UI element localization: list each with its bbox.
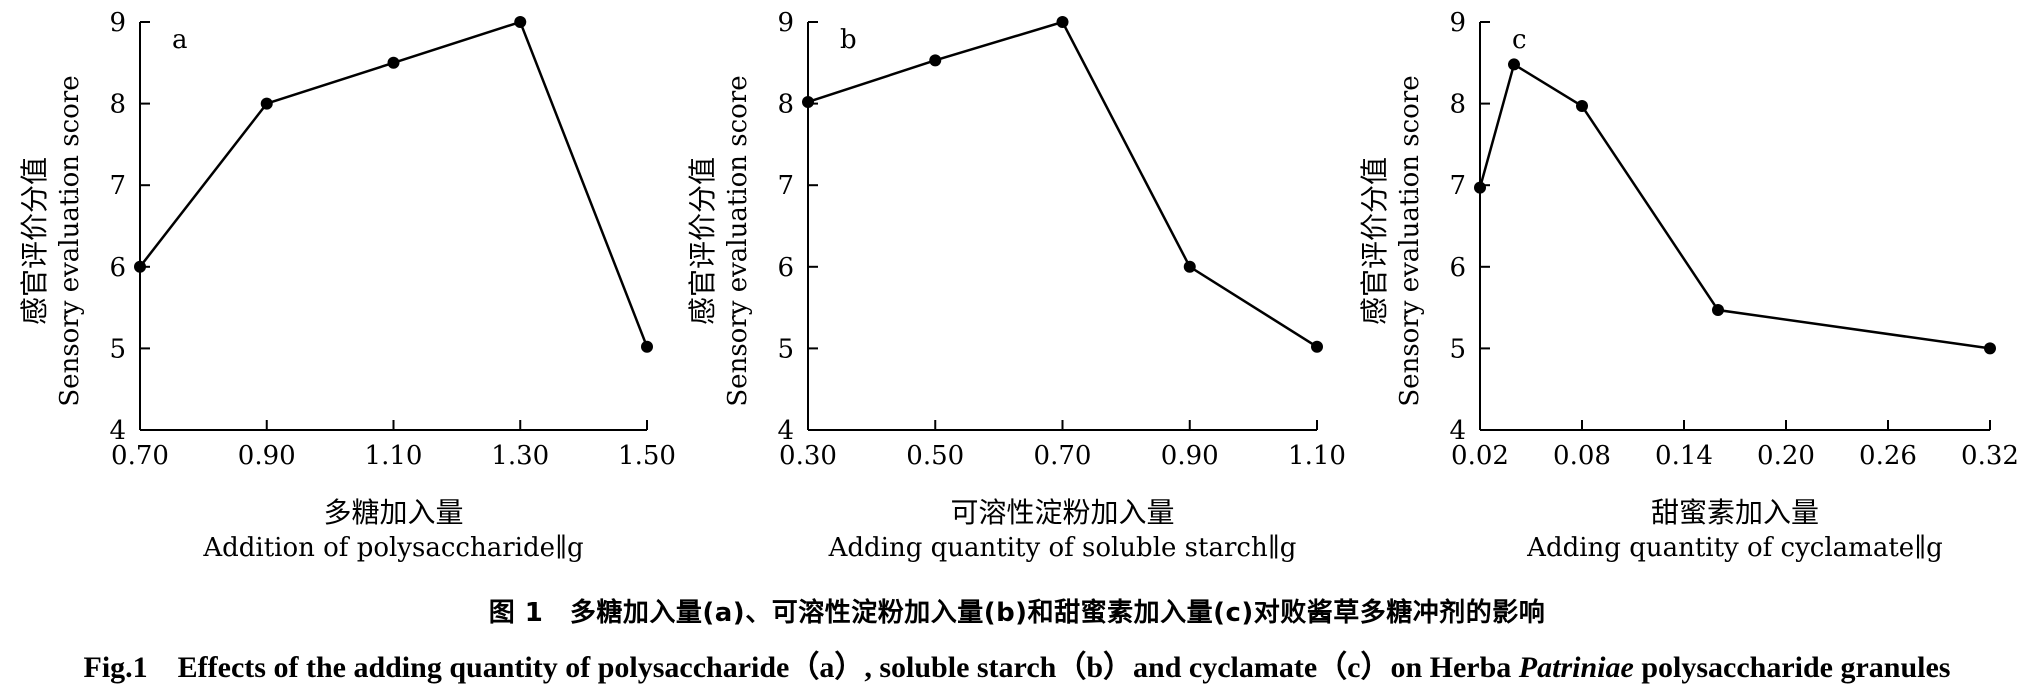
data-point: [929, 54, 942, 67]
y-tick-label: 9: [1449, 8, 1466, 38]
x-tick-label: 0.14: [1655, 441, 1713, 471]
x-tick-label: 0.02: [1451, 441, 1509, 471]
data-point: [514, 16, 527, 28]
x-tick-label: 1.10: [1288, 441, 1346, 471]
chart-panel-b: 4 5 6 7 8 9 0.30 0.50 0.70 0.90 1.10 b 感官评价分值 Sensory…: [686, 8, 1346, 563]
data-point: [1183, 260, 1196, 273]
chart-panel-c: 4 5 6 7 8 9 0.02 0.08 0.14 0.20 0.26 0.32 c 感官评价分值 Sen…: [1358, 8, 2019, 563]
y-tick-label: 9: [777, 8, 794, 38]
panel-label: a: [172, 25, 188, 55]
data-point: [1311, 340, 1323, 353]
y-axis-title-cn: 感官评价分值: [686, 157, 719, 325]
panel-label: c: [1512, 25, 1527, 55]
y-tick-label: 6: [1449, 253, 1466, 283]
panel-label: b: [840, 25, 857, 55]
x-tick-label: 0.26: [1859, 441, 1917, 471]
x-axis-title-cn: 可溶性淀粉加入量: [950, 496, 1174, 529]
series-line: [1478, 62, 1991, 350]
series-line: [139, 20, 649, 348]
x-axis-title-cn: 甜蜜素加入量: [1651, 496, 1819, 529]
x-tick-label: 0.70: [1034, 441, 1092, 471]
y-tick-label: 6: [109, 253, 126, 283]
y-tick-label: 7: [109, 171, 126, 201]
figure-caption-english: Fig.1 Effects of the adding quantity of …: [0, 642, 2034, 686]
y-axis-title-en: Sensory evaluation score: [55, 75, 85, 406]
y-tick-label: 9: [109, 8, 126, 38]
data-point: [1056, 16, 1069, 28]
y-axis-title-en: Sensory evaluation score: [723, 75, 753, 406]
x-tick-label: 0.32: [1961, 441, 2019, 471]
x-tick-label: 0.90: [1161, 441, 1219, 471]
caption-english-prefix: Fig.1 Effects of the adding quantity of …: [83, 651, 1519, 684]
x-axis-title-en: Addition of polysaccharide∥g: [202, 533, 583, 563]
x-tick-label: 0.08: [1553, 441, 1611, 471]
data-point: [802, 95, 814, 108]
x-axis-title-en: Adding quantity of cyclamate∥g: [1526, 533, 1943, 563]
y-tick-label: 4: [109, 416, 126, 446]
data-point: [1474, 181, 1486, 194]
y-tick-label: 8: [109, 90, 126, 120]
data-point: [641, 340, 653, 353]
x-tick-label: 1.50: [618, 441, 676, 471]
data-point: [260, 97, 273, 110]
x-tick-label: 0.70: [111, 441, 169, 471]
y-tick-label: 6: [777, 253, 794, 283]
y-tick-label: 5: [777, 334, 794, 364]
series-line: [807, 20, 1318, 348]
y-tick-label: 5: [1449, 334, 1466, 364]
y-axis-title-cn: 感官评价分值: [1358, 157, 1391, 325]
data-point: [387, 56, 400, 69]
y-tick-label: 7: [1449, 171, 1466, 201]
y-axis-title-cn: 感官评价分值: [18, 157, 51, 325]
x-tick-label: 0.20: [1757, 441, 1815, 471]
data-point: [1712, 304, 1724, 317]
chart-panel-a: 4 5 6 7 8 9 0.70 0.90 1.10 1.30 1.50 a 感官评价分值 Sensory…: [18, 8, 676, 563]
data-point: [134, 260, 146, 273]
x-tick-label: 0.90: [238, 441, 296, 471]
y-tick-label: 8: [1449, 90, 1466, 120]
x-tick-label: 1.10: [365, 441, 423, 471]
y-tick-label: 7: [777, 171, 794, 201]
data-point: [1508, 58, 1520, 71]
figure-caption-chinese: 图 1 多糖加入量(a)、可溶性淀粉加入量(b)和甜蜜素加入量(c)对败酱草多糖…: [488, 598, 1546, 628]
x-axis-title-cn: 多糖加入量: [323, 496, 463, 529]
y-tick-label: 4: [777, 416, 794, 446]
x-axis-title-en: Adding quantity of soluble starch∥g: [828, 533, 1297, 563]
y-tick-label: 5: [109, 334, 126, 364]
x-tick-label: 0.30: [779, 441, 837, 471]
caption-english-suffix: polysaccharide granules: [1633, 651, 1951, 684]
data-point: [1984, 342, 1996, 355]
data-point: [1576, 100, 1588, 113]
x-tick-label: 0.50: [906, 441, 964, 471]
y-tick-label: 8: [777, 90, 794, 120]
y-tick-label: 4: [1449, 416, 1466, 446]
x-tick-label: 1.30: [491, 441, 549, 471]
caption-english-italic: Patriniae: [1518, 651, 1634, 684]
y-axis-title-en: Sensory evaluation score: [1395, 75, 1425, 406]
